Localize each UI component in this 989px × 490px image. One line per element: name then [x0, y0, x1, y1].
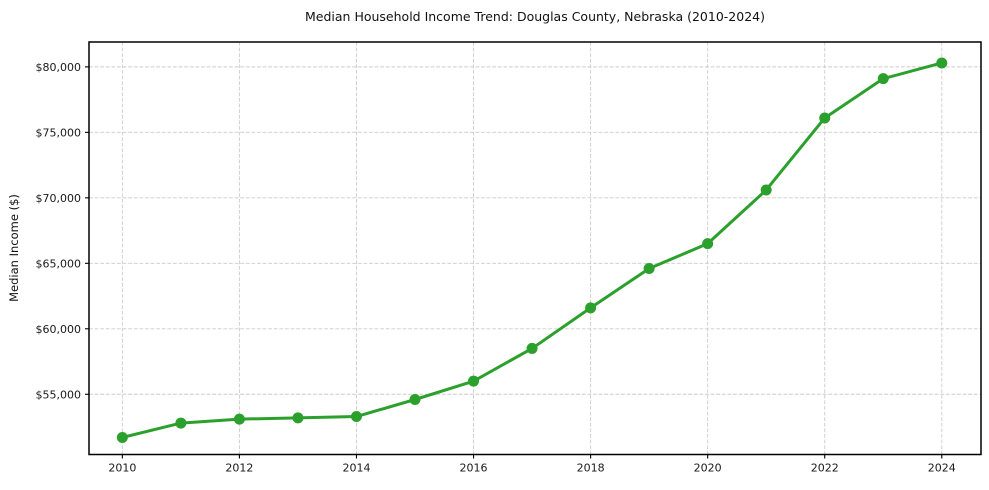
- chart-title: Median Household Income Trend: Douglas C…: [305, 9, 765, 24]
- x-tick-label: 2010: [108, 462, 136, 475]
- data-point-2015: [409, 394, 421, 405]
- x-tick-label: 2018: [577, 462, 605, 475]
- x-tick-label: 2020: [694, 462, 722, 475]
- x-tick-label: 2024: [928, 462, 956, 475]
- y-tick-label: $80,000: [36, 61, 82, 74]
- data-point-2017: [526, 342, 538, 354]
- y-tick-label: $75,000: [36, 126, 82, 139]
- data-point-2018: [585, 302, 597, 314]
- data-point-2014: [350, 411, 362, 423]
- x-tick-label: 2012: [225, 462, 253, 475]
- y-tick-label: $70,000: [36, 192, 82, 205]
- x-tick-label: 2022: [811, 462, 839, 475]
- y-tick-label: $65,000: [36, 257, 82, 270]
- axes-background: [89, 42, 981, 455]
- y-tick-label: $60,000: [36, 323, 82, 336]
- data-point-2024: [936, 57, 948, 69]
- data-point-2022: [819, 112, 831, 124]
- x-tick-label: 2014: [342, 462, 370, 475]
- data-point-2016: [468, 375, 480, 387]
- data-point-2010: [116, 431, 128, 443]
- data-point-2020: [702, 238, 714, 250]
- data-point-2019: [643, 263, 655, 275]
- x-tick-label: 2016: [460, 462, 488, 475]
- data-point-2013: [292, 412, 304, 424]
- data-point-2012: [233, 413, 245, 425]
- data-point-2023: [877, 73, 889, 85]
- plot-frame: [88, 41, 982, 456]
- y-tick-label: $55,000: [36, 388, 82, 401]
- data-point-2011: [175, 417, 187, 429]
- data-point-2021: [760, 184, 772, 196]
